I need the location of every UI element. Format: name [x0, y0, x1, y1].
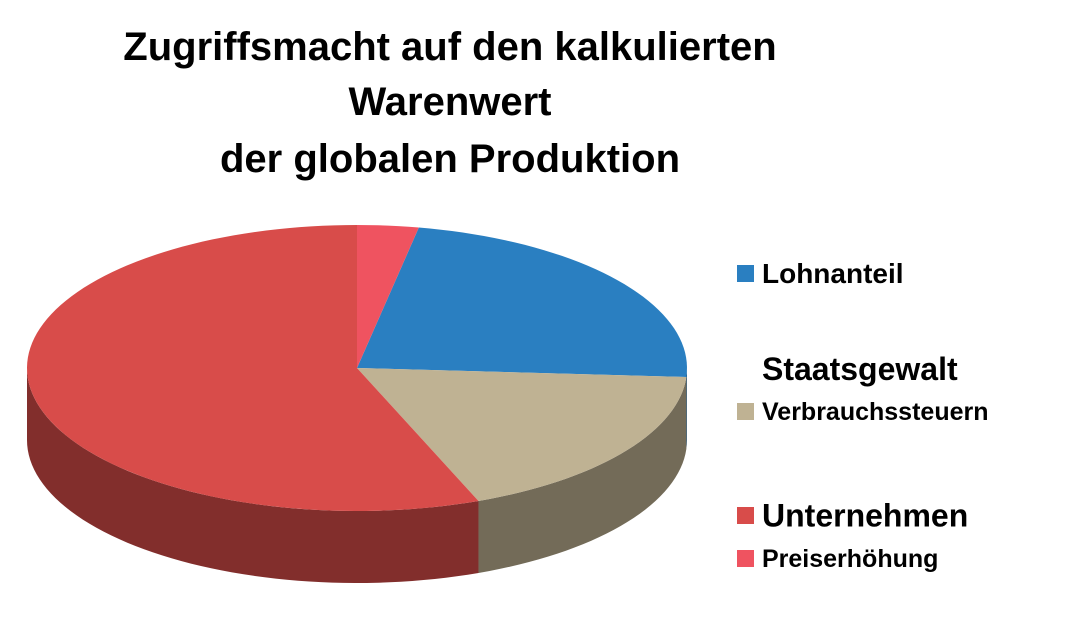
legend-heading: Staatsgewalt [762, 351, 958, 387]
pie-side [478, 376, 687, 573]
legend-label: Verbrauchssteuern [762, 398, 989, 426]
pie-slice [27, 225, 479, 511]
legend-label: Unternehmen [762, 498, 968, 534]
legend-label: Lohnanteil [762, 258, 904, 289]
legend-swatch [737, 507, 754, 524]
chart-title: der globalen Produktion [220, 137, 680, 181]
pie-slice [357, 225, 419, 368]
pie-slice [357, 368, 687, 501]
legend-swatch [737, 265, 754, 282]
chart-title: Zugriffsmacht auf den kalkulierten [123, 25, 776, 69]
chart-title: Warenwert [348, 80, 551, 124]
pie-side [27, 368, 479, 583]
pie-slice [357, 227, 687, 377]
legend-swatch [737, 403, 754, 420]
legend-label: Preiserhöhung [762, 545, 938, 573]
legend-swatch [737, 550, 754, 567]
pie-side [686, 368, 687, 449]
